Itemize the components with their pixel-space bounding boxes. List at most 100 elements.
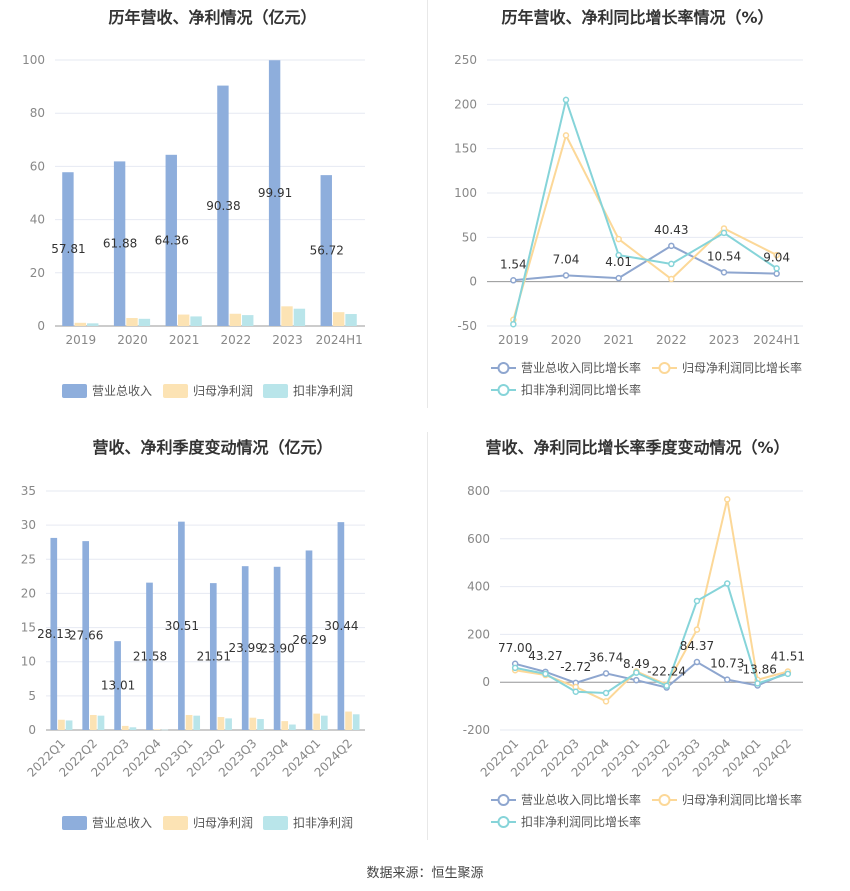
data-label: 4.01 — [605, 255, 632, 269]
data-point — [668, 242, 675, 250]
data-label: 28.13 — [37, 627, 71, 641]
y-tick-label: 30 — [21, 518, 36, 532]
data-point — [724, 580, 731, 587]
data-point — [784, 670, 792, 678]
data-point — [602, 689, 610, 697]
y-tick-label: 25 — [21, 552, 36, 566]
data-label: 23.90 — [260, 641, 294, 655]
chart-panel-annual-amount: 历年营收、净利情况（亿元） 0 20 40 60 80 100 2019 2020 2021 20… — [0, 0, 425, 415]
chart-title: 历年营收、净利同比增长率情况（%） — [501, 8, 774, 27]
y-tick-label: -200 — [463, 723, 490, 737]
data-label: 27.66 — [69, 629, 103, 643]
data-label: 9.04 — [763, 251, 790, 265]
data-point — [510, 320, 517, 328]
series-line — [512, 132, 778, 321]
data-label: 10.54 — [707, 249, 741, 263]
x-tick-label: 2019 — [498, 333, 529, 347]
bar-net-profit — [313, 713, 320, 730]
data-point — [562, 272, 570, 279]
data-point — [542, 670, 549, 678]
y-tick-label: 600 — [467, 532, 490, 546]
data-label: 7.04 — [553, 252, 580, 266]
data-point — [572, 688, 579, 696]
bar-deducted-profit — [138, 318, 151, 326]
legend-label: 扣非净利润 — [293, 384, 353, 398]
data-point — [693, 597, 701, 605]
series-line — [514, 660, 789, 689]
y-tick-label: 20 — [21, 586, 36, 600]
chart-title: 营收、净利同比增长率季度变动情况（%） — [485, 438, 790, 457]
x-tick-label: 2020 — [551, 333, 582, 347]
legend-label: 归母净利润同比增长率 — [682, 792, 802, 807]
bar-net-profit — [153, 729, 161, 730]
legend-swatch — [163, 384, 188, 398]
x-tick-label: 2020 — [117, 333, 148, 347]
data-label: 10.73 — [710, 657, 744, 671]
legend-swatch — [62, 816, 87, 830]
chart-svg: 0 20 40 60 80 100 2019 2020 2021 2022 2023 2024H1 57… — [22, 53, 365, 398]
series-line — [514, 499, 789, 703]
data-point — [693, 658, 701, 666]
bar-net-profit — [58, 719, 65, 730]
x-tick-label: 2023 — [272, 333, 303, 347]
legend-swatch-marker — [497, 816, 510, 828]
bar-revenue — [268, 60, 281, 326]
bar-revenue — [146, 582, 153, 730]
vertical-divider-top — [427, 0, 428, 408]
bar-revenue — [273, 566, 281, 730]
y-tick-label: 150 — [454, 142, 477, 156]
legend-swatch — [263, 816, 288, 830]
bar-revenue — [50, 537, 58, 730]
legend-label: 扣非净利润同比增长率 — [521, 814, 641, 829]
data-point — [724, 496, 731, 503]
bar-net-profit — [345, 711, 352, 730]
y-tick-label: 0 — [482, 675, 490, 689]
data-label: 57.81 — [51, 242, 85, 256]
data-point — [510, 277, 517, 284]
legend-swatch — [62, 384, 87, 398]
data-point — [562, 132, 570, 139]
legend-swatch-marker — [497, 794, 510, 806]
bar-deducted-profit — [345, 314, 357, 326]
y-tick-label: 15 — [21, 621, 36, 635]
data-point — [602, 698, 610, 705]
y-tick-label: 800 — [467, 484, 490, 498]
data-label: 84.37 — [680, 639, 714, 653]
legend-swatch — [163, 816, 188, 830]
x-tick-label: 2023 — [709, 333, 740, 347]
bar-revenue — [320, 175, 332, 326]
bar-revenue — [209, 583, 217, 730]
data-label: 21.51 — [197, 650, 231, 664]
x-tick-label: 2024H1 — [753, 333, 800, 347]
bar-net-profit — [249, 717, 257, 730]
data-point — [633, 669, 640, 676]
chart-title: 历年营收、净利情况（亿元） — [108, 8, 317, 27]
y-tick-label: 60 — [30, 159, 45, 173]
legend-label: 归母净利润 — [193, 384, 253, 398]
bar-deducted-profit — [289, 724, 296, 730]
bar-revenue — [82, 541, 90, 730]
data-label: 1.54 — [500, 257, 527, 271]
data-label: 36.74 — [589, 650, 623, 664]
data-label: 61.88 — [103, 237, 137, 251]
data-point — [724, 676, 731, 683]
bar-net-profit — [177, 314, 190, 326]
y-tick-label: 35 — [21, 484, 36, 498]
legend-label: 营业总收入同比增长率 — [521, 792, 641, 807]
bar-net-profit — [121, 725, 129, 730]
bar-deducted-profit — [293, 308, 306, 326]
y-tick-label: 20 — [30, 266, 45, 280]
bar-net-profit — [126, 318, 138, 326]
bar-revenue — [114, 641, 121, 730]
x-tick-label: 2022 — [656, 333, 687, 347]
bar-deducted-profit — [257, 719, 264, 730]
data-label: 99.91 — [258, 186, 292, 200]
data-point — [773, 270, 780, 277]
legend-swatch-marker — [658, 794, 671, 806]
legend-label: 归母净利润同比增长率 — [682, 360, 802, 375]
data-label: 21.58 — [133, 649, 167, 663]
data-point — [693, 626, 701, 633]
series-line — [513, 244, 777, 282]
bar-deducted-profit — [161, 729, 169, 731]
y-tick-label: 40 — [30, 213, 45, 227]
